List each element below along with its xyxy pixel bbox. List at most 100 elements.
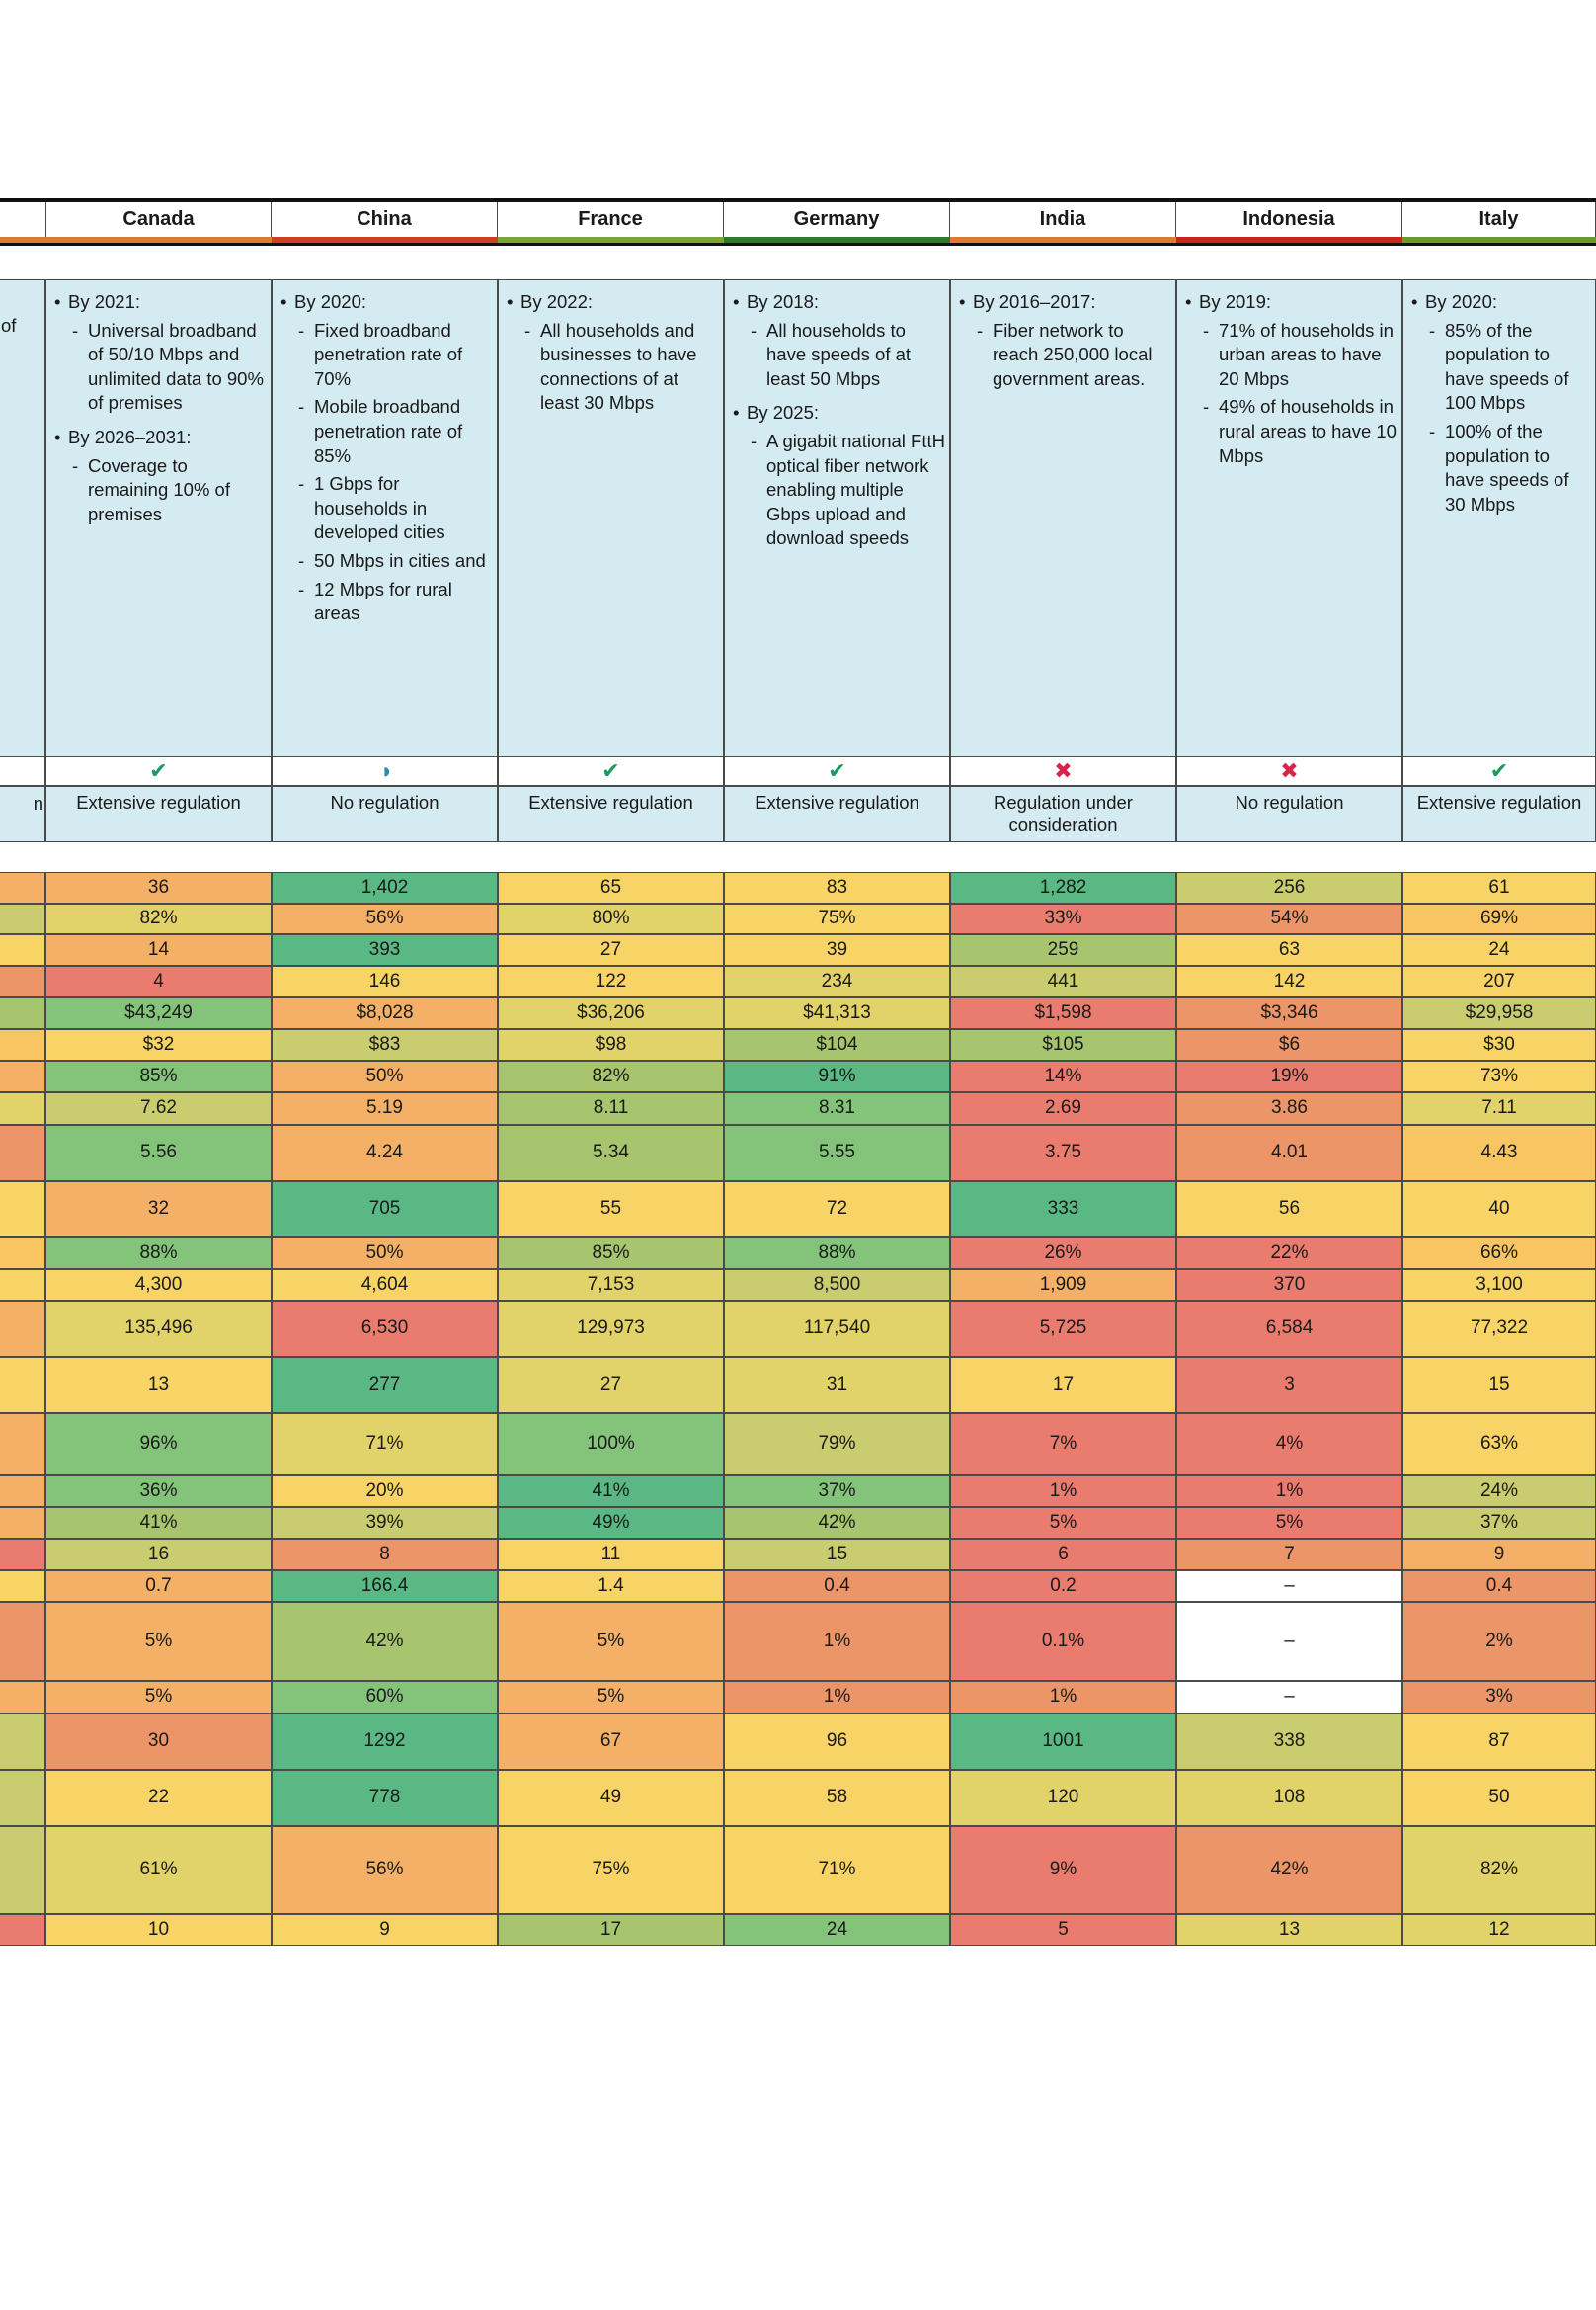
row-edge-cell xyxy=(0,1181,45,1237)
header-color-bar xyxy=(272,237,498,243)
header-top-rule xyxy=(0,198,1596,202)
table-cell: 5% xyxy=(1176,1507,1402,1539)
table-cell: 85% xyxy=(45,1061,272,1092)
regulation-status-cell: Regulation under consideration xyxy=(950,786,1176,842)
header-color-bar xyxy=(0,237,45,243)
target-cell-partial: of xyxy=(0,279,45,757)
status-cell: ◑ xyxy=(272,757,498,786)
table-cell: 88% xyxy=(45,1237,272,1269)
table-cell: 3% xyxy=(1402,1681,1596,1713)
table-cell: 15 xyxy=(724,1539,950,1570)
table-cell: 1% xyxy=(724,1681,950,1713)
check-icon: ✔ xyxy=(1489,757,1509,783)
table-cell: 49 xyxy=(498,1770,724,1826)
header-color-bar xyxy=(1176,237,1402,243)
table-cell: 77,322 xyxy=(1402,1301,1596,1357)
table-cell: 117,540 xyxy=(724,1301,950,1357)
check-icon: ✔ xyxy=(149,757,168,783)
table-cell: 5% xyxy=(45,1681,272,1713)
table-cell: 63 xyxy=(1176,934,1402,966)
regulation-status-cell: Extensive regulation xyxy=(1402,786,1596,842)
table-cell: 370 xyxy=(1176,1269,1402,1301)
table-cell: 1,282 xyxy=(950,872,1176,904)
table-cell: 1,909 xyxy=(950,1269,1176,1301)
table-cell: $43,249 xyxy=(45,997,272,1029)
table-cell: 7 xyxy=(1176,1539,1402,1570)
table-cell: 5.34 xyxy=(498,1125,724,1181)
table-cell: 42% xyxy=(272,1602,498,1681)
row-edge-cell xyxy=(0,904,45,934)
table-cell: 17 xyxy=(498,1914,724,1946)
table-cell: 5 xyxy=(950,1914,1176,1946)
table-cell: $29,958 xyxy=(1402,997,1596,1029)
table-cell: 0.4 xyxy=(724,1570,950,1602)
table-cell: 37% xyxy=(1402,1507,1596,1539)
table-cell: – xyxy=(1176,1570,1402,1602)
table-cell: 87 xyxy=(1402,1713,1596,1770)
table-cell: 5.56 xyxy=(45,1125,272,1181)
broadband-target-cell: By 2020:85% of the population to have sp… xyxy=(1402,279,1596,757)
status-cell: ✔ xyxy=(1402,757,1596,786)
row-edge-cell xyxy=(0,872,45,904)
table-cell: 96% xyxy=(45,1413,272,1475)
table-cell: 31 xyxy=(724,1357,950,1413)
table-cell: 71% xyxy=(272,1413,498,1475)
table-cell: 5,725 xyxy=(950,1301,1176,1357)
table-cell: 120 xyxy=(950,1770,1176,1826)
table-cell: 3 xyxy=(1176,1357,1402,1413)
status-cell: ✔ xyxy=(724,757,950,786)
table-cell: 5% xyxy=(950,1507,1176,1539)
regulation-status-cell: No regulation xyxy=(1176,786,1402,842)
table-cell: 73% xyxy=(1402,1061,1596,1092)
header-bottom-rule xyxy=(0,243,1596,246)
row-edge-cell xyxy=(0,1061,45,1092)
row-edge-cell xyxy=(0,1681,45,1713)
country-header: Canada xyxy=(45,202,272,237)
regulation-status-cell: Extensive regulation xyxy=(724,786,950,842)
table-cell: 5.19 xyxy=(272,1092,498,1125)
table-cell: 393 xyxy=(272,934,498,966)
table-cell: 56 xyxy=(1176,1181,1402,1237)
table-cell: 39% xyxy=(272,1507,498,1539)
row-edge-cell xyxy=(0,1029,45,1061)
table-cell: 55 xyxy=(498,1181,724,1237)
table-cell: 27 xyxy=(498,934,724,966)
country-header: France xyxy=(498,202,724,237)
broadband-target-cell: By 2019:71% of households in urban areas… xyxy=(1176,279,1402,757)
table-cell: 22 xyxy=(45,1770,272,1826)
regulation-cell-partial: n xyxy=(0,786,45,842)
header-color-bar xyxy=(45,237,272,243)
country-header: Indonesia xyxy=(1176,202,1402,237)
table-cell: 49% xyxy=(498,1507,724,1539)
table-cell: 67 xyxy=(498,1713,724,1770)
table-cell: 24% xyxy=(1402,1475,1596,1507)
cross-icon: ✖ xyxy=(1280,757,1299,783)
row-edge-cell xyxy=(0,1413,45,1475)
table-cell: 338 xyxy=(1176,1713,1402,1770)
table-cell: 333 xyxy=(950,1181,1176,1237)
table-cell: 234 xyxy=(724,966,950,997)
table-cell: 207 xyxy=(1402,966,1596,997)
table-cell: 4.24 xyxy=(272,1125,498,1181)
row-edge-cell xyxy=(0,1602,45,1681)
table-cell: 277 xyxy=(272,1357,498,1413)
table-cell: 3.86 xyxy=(1176,1092,1402,1125)
half-circle-icon: ◑ xyxy=(377,757,392,783)
table-cell: 5% xyxy=(498,1681,724,1713)
table-cell: $6 xyxy=(1176,1029,1402,1061)
table-cell: 12 xyxy=(1402,1914,1596,1946)
status-cell: ✖ xyxy=(950,757,1176,786)
broadband-target-cell: By 2016–2017:Fiber network to reach 250,… xyxy=(950,279,1176,757)
row-edge-cell xyxy=(0,1092,45,1125)
row-edge-cell xyxy=(0,1539,45,1570)
table-cell: 50% xyxy=(272,1237,498,1269)
table-cell: 166.4 xyxy=(272,1570,498,1602)
table-cell: 56% xyxy=(272,904,498,934)
table-cell: 75% xyxy=(724,904,950,934)
table-cell: 4,604 xyxy=(272,1269,498,1301)
table-cell: 20% xyxy=(272,1475,498,1507)
country-header: China xyxy=(272,202,498,237)
table-cell: – xyxy=(1176,1681,1402,1713)
broadband-target-cell: By 2021:Universal broadband of 50/10 Mbp… xyxy=(45,279,272,757)
table-cell: $36,206 xyxy=(498,997,724,1029)
